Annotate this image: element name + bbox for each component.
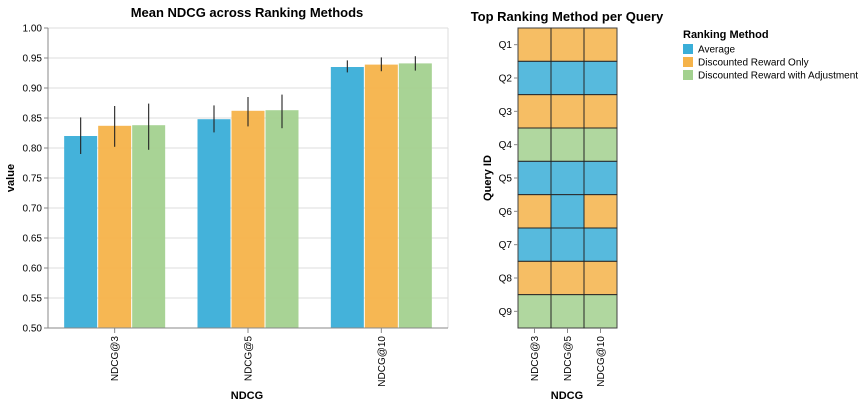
legend-label: Discounted Reward with Adjustment: [698, 71, 858, 82]
heatmap-cell-q8-0: [517, 260, 552, 296]
heatmap-cell-q5-0: [517, 160, 552, 196]
legend-title: Ranking Method: [683, 29, 769, 41]
heatmap-x-axis-title: NDCG: [551, 390, 583, 402]
x-tick-label: NDCG@10: [596, 336, 607, 387]
heatmap-cells: [517, 27, 618, 329]
bar-x-axis-title: NDCG: [231, 390, 263, 402]
heatmap-title: Top Ranking Method per Query: [471, 9, 664, 24]
heatmap-y-axis-title: Query ID: [482, 155, 494, 201]
bar-y-axis-title: value: [5, 164, 17, 192]
query-label: Q9: [499, 307, 513, 318]
heatmap-cell-q6-0: [517, 194, 552, 229]
y-tick-label: 0.55: [23, 294, 43, 305]
heatmap-cell-q5-1: [550, 160, 585, 196]
bar-marks: [64, 56, 432, 329]
heatmap-cell-q2-0: [517, 60, 552, 96]
heatmap-cell-q8-2: [583, 260, 618, 296]
query-label: Q1: [499, 40, 513, 51]
query-label: Q2: [499, 74, 513, 85]
x-tick-label: NDCG@3: [110, 336, 121, 382]
bar-ndcg3-1: [98, 125, 132, 328]
y-tick-label: 0.75: [23, 174, 43, 185]
heatmap-cell-q8-1: [550, 260, 585, 296]
heatmap-chart: Top Ranking Method per Query Q1Q2Q3Q4Q5Q…: [471, 9, 664, 402]
heatmap-cell-q9-0: [517, 294, 552, 329]
bar-x-axis: NDCG@3 NDCG@5 NDCG@10: [48, 327, 448, 387]
heatmap-cell-q3-2: [583, 94, 618, 129]
heatmap-cell-q5-2: [583, 160, 618, 196]
heatmap-cell-q7-2: [583, 227, 618, 262]
x-tick-label: NDCG@10: [377, 336, 388, 387]
y-tick-label: 0.90: [23, 84, 43, 95]
y-tick-label: 0.85: [23, 114, 43, 125]
heatmap-cell-q1-0: [517, 27, 552, 62]
heatmap-cell-q6-2: [583, 194, 618, 229]
legend: Ranking Method Average Discounted Reward …: [683, 29, 858, 82]
heatmap-cell-q4-2: [583, 127, 618, 162]
query-label: Q8: [499, 274, 513, 285]
bar-ndcg3-0: [64, 136, 98, 328]
x-tick-label: NDCG@5: [244, 336, 255, 382]
query-label: Q3: [499, 107, 513, 118]
y-tick-label: 0.80: [23, 144, 43, 155]
heatmap-cell-q3-1: [550, 94, 585, 129]
heatmap-cell-q3-0: [517, 94, 552, 129]
legend-swatch: [683, 70, 693, 80]
y-tick-label: 0.95: [23, 54, 43, 65]
bar-ndcg3-2: [132, 125, 166, 328]
bar-ndcg5-2: [265, 110, 299, 328]
y-tick-label: 1.00: [23, 24, 43, 35]
heatmap-cell-q1-2: [583, 27, 618, 62]
query-label: Q7: [499, 240, 513, 251]
heatmap-cell-q2-1: [550, 60, 585, 96]
query-label: Q5: [499, 174, 513, 185]
bar-ndcg10-0: [330, 67, 364, 328]
y-tick-label: 0.70: [23, 204, 43, 215]
heatmap-cell-q7-0: [517, 227, 552, 262]
query-label: Q6: [499, 207, 513, 218]
bar-chart: Mean NDCG across Ranking Methods 0.500.5…: [5, 5, 449, 402]
heatmap-y-axis: Q1 Q2 Q3 Q4 Q5 Q6 Q7 Q8 Q9: [499, 40, 518, 318]
heatmap-x-axis: NDCG@3 NDCG@5 NDCG@10: [530, 328, 607, 387]
legend-label: Average: [698, 45, 736, 56]
x-tick-label: NDCG@3: [530, 336, 541, 382]
legend-swatch: [683, 57, 693, 67]
heatmap-cell-q4-0: [517, 127, 552, 162]
query-label: Q4: [499, 140, 513, 151]
bar-y-axis: 0.50 0.55 0.60 0.65 0.70 0.75 0.80 0.85 0.90 0.95…: [23, 24, 49, 335]
legend-label: Discounted Reward Only: [698, 58, 809, 69]
heatmap-cell-q4-1: [550, 127, 585, 162]
x-tick-label: NDCG@5: [563, 336, 574, 382]
y-tick-label: 0.65: [23, 234, 43, 245]
heatmap-cell-q1-1: [550, 27, 585, 62]
legend-swatch: [683, 44, 693, 54]
bar-ndcg10-2: [398, 63, 432, 329]
heatmap-cell-q9-1: [550, 294, 585, 329]
bar-ndcg5-1: [231, 110, 265, 328]
heatmap-cell-q7-1: [550, 227, 585, 262]
y-tick-label: 0.50: [23, 324, 43, 335]
heatmap-cell-q2-2: [583, 60, 618, 96]
bar-chart-title: Mean NDCG across Ranking Methods: [131, 5, 364, 20]
heatmap-cell-q6-1: [550, 194, 585, 229]
y-tick-label: 0.60: [23, 264, 43, 275]
bar-ndcg10-1: [364, 64, 398, 328]
bar-ndcg5-0: [197, 119, 231, 328]
heatmap-cell-q9-2: [583, 294, 618, 329]
